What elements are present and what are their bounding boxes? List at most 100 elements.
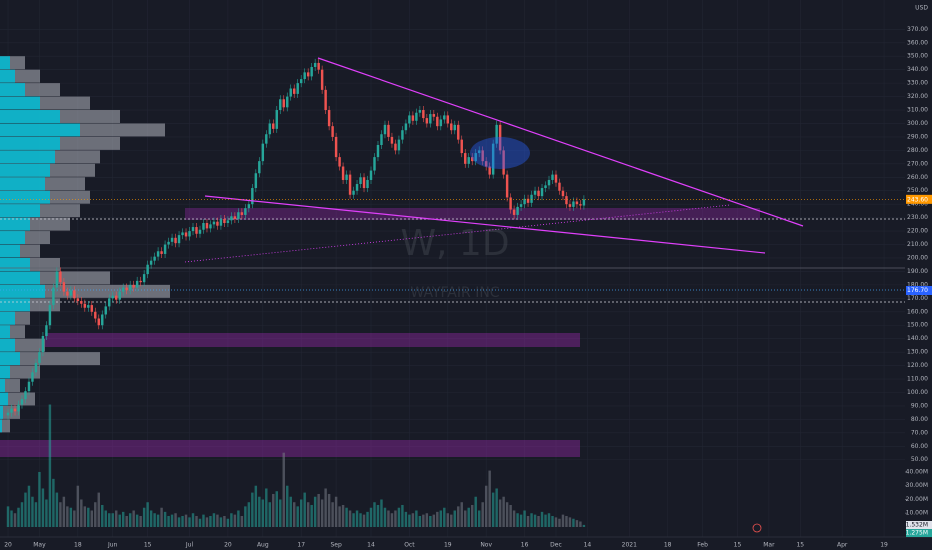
candle-body bbox=[324, 89, 327, 111]
volume-bar bbox=[547, 513, 551, 527]
candle-body bbox=[62, 282, 66, 292]
volume-bar bbox=[254, 485, 258, 527]
volume-bar bbox=[83, 506, 87, 527]
x-tick-label: 2021 bbox=[622, 542, 637, 549]
y-tick-label: 110.00 bbox=[907, 376, 928, 383]
candle-body bbox=[6, 412, 10, 416]
volume-bar bbox=[41, 488, 45, 527]
profile-up bbox=[0, 298, 30, 312]
volume-bar bbox=[533, 514, 537, 527]
candle-body bbox=[10, 408, 13, 413]
volume-bar bbox=[191, 513, 195, 527]
volume-bar bbox=[397, 507, 401, 527]
candle-body bbox=[265, 134, 268, 144]
volume-bar bbox=[331, 502, 334, 527]
profile-up bbox=[0, 244, 20, 258]
x-tick-label: May bbox=[33, 542, 46, 549]
volume-bar bbox=[296, 506, 299, 527]
candle-body bbox=[470, 157, 474, 162]
x-tick-label: 15 bbox=[144, 542, 152, 549]
candle-body bbox=[572, 201, 575, 207]
volume-bar bbox=[251, 492, 254, 527]
volume-bar bbox=[540, 511, 544, 527]
profile-up bbox=[0, 231, 25, 245]
volume-bar bbox=[383, 507, 387, 527]
candle-body bbox=[544, 185, 547, 189]
candle-body bbox=[118, 291, 121, 300]
candle-body bbox=[205, 223, 209, 229]
candle-body bbox=[97, 318, 100, 326]
y2-tick-label: 10.00M bbox=[906, 510, 928, 517]
volume-bar bbox=[338, 506, 341, 527]
volume-bar bbox=[24, 492, 27, 527]
candle-body bbox=[303, 72, 306, 80]
volume-bar bbox=[491, 492, 495, 527]
volume-bar bbox=[149, 510, 153, 527]
volume-bar bbox=[209, 515, 212, 527]
profile-up bbox=[0, 405, 3, 419]
volume-bar bbox=[156, 514, 160, 527]
profile-up bbox=[0, 56, 10, 70]
volume-bar bbox=[411, 513, 415, 527]
volume-bar bbox=[132, 510, 135, 527]
volume-bar bbox=[470, 504, 474, 527]
volume-bar bbox=[198, 518, 202, 527]
candle-body bbox=[209, 224, 212, 229]
volume-bar bbox=[48, 404, 52, 527]
candle-body bbox=[240, 212, 244, 215]
candle-body bbox=[359, 177, 362, 185]
volume-bar bbox=[104, 510, 107, 527]
x-tick-label: 17 bbox=[297, 542, 305, 549]
volume-bar bbox=[272, 493, 275, 527]
x-tick-label: Dec bbox=[550, 542, 562, 549]
volume-bar bbox=[6, 506, 10, 527]
candle-body bbox=[55, 271, 59, 288]
candle-body bbox=[380, 134, 383, 145]
candle-body bbox=[537, 190, 540, 197]
volume-bar bbox=[233, 514, 237, 527]
candle-body bbox=[331, 126, 334, 137]
volume-bar bbox=[460, 502, 463, 527]
last-price-badge bbox=[906, 194, 932, 204]
candle-body bbox=[467, 157, 470, 164]
profile-up bbox=[0, 123, 80, 137]
volume-bar bbox=[265, 488, 268, 527]
candle-body bbox=[432, 114, 436, 117]
watermark-symbol: W, 1D bbox=[400, 223, 509, 264]
candle-body bbox=[188, 231, 191, 237]
candle-body bbox=[495, 124, 498, 144]
profile-up bbox=[0, 177, 45, 191]
candle-body bbox=[509, 197, 512, 210]
y-tick-label: 80.00 bbox=[911, 416, 928, 423]
volume-bar bbox=[142, 507, 146, 527]
volume-bar bbox=[558, 518, 561, 527]
x-tick-label: 15 bbox=[734, 542, 742, 549]
profile-up bbox=[0, 257, 30, 271]
profile-up bbox=[0, 392, 8, 406]
candle-body bbox=[334, 136, 338, 158]
volume-bar bbox=[80, 499, 83, 527]
x-tick-label: 16 bbox=[521, 542, 529, 549]
candle-body bbox=[41, 335, 45, 353]
candle-body bbox=[125, 287, 128, 291]
y-tick-label: 170.00 bbox=[907, 295, 928, 302]
candle-body bbox=[366, 179, 369, 189]
candle-body bbox=[554, 174, 558, 183]
candle-body bbox=[387, 124, 390, 137]
profile-up bbox=[0, 163, 50, 177]
volume-bar bbox=[450, 514, 453, 527]
volume-bar bbox=[216, 514, 219, 527]
volume-bar bbox=[369, 507, 373, 527]
candle-body bbox=[383, 124, 387, 135]
volume-bar bbox=[352, 513, 355, 527]
candle-body bbox=[202, 223, 205, 230]
event-icon[interactable] bbox=[752, 523, 762, 533]
volume-bar bbox=[20, 502, 24, 527]
y-tick-label: 180.00 bbox=[907, 281, 928, 288]
candle-body bbox=[436, 116, 439, 127]
trendline bbox=[317, 57, 804, 227]
axis-unit: USD bbox=[915, 5, 928, 12]
candle-body bbox=[498, 124, 502, 151]
volume-bar bbox=[320, 499, 324, 527]
